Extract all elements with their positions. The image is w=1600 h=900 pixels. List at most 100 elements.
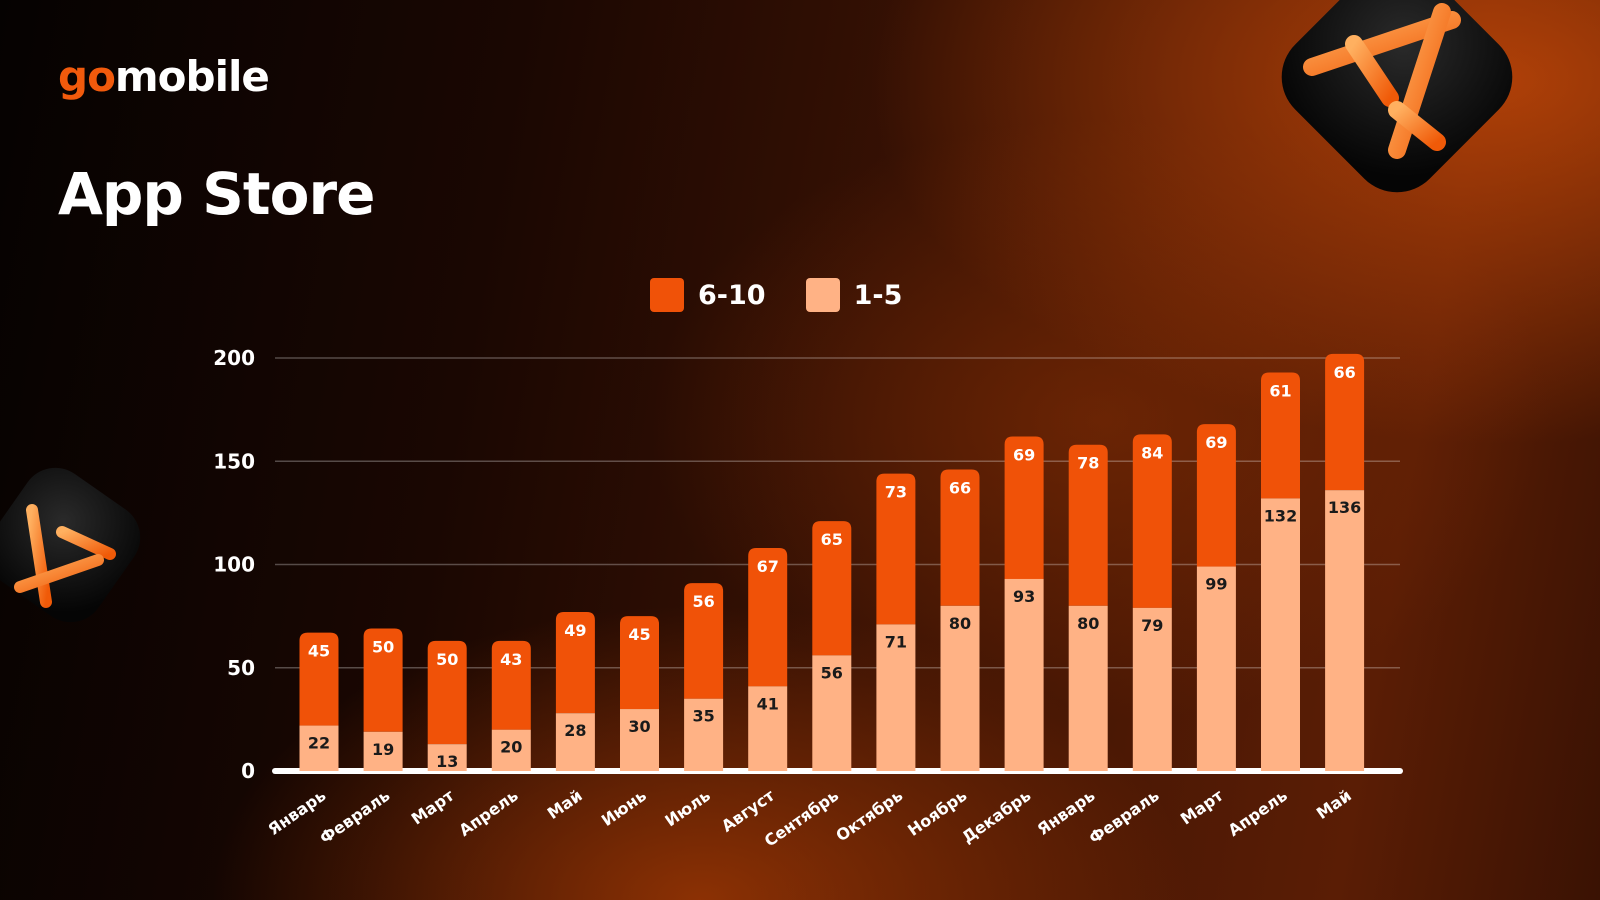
bar-segment-6-10 — [876, 473, 916, 625]
bar-segment-1-5 — [940, 605, 980, 771]
data-label-1-5: 80 — [949, 614, 971, 633]
chart-legend: 6-10 1-5 — [650, 278, 902, 312]
legend-item-6-10: 6-10 — [650, 278, 766, 312]
x-tick-label: Апрель — [1225, 786, 1291, 840]
x-tick-label: Март — [408, 785, 458, 828]
bar-segment-1-5 — [1325, 490, 1365, 771]
y-tick-label: 50 — [227, 656, 255, 680]
app-store-badge-icon — [1281, 0, 1513, 193]
bar-segment-6-10 — [1068, 444, 1108, 606]
bar-segment-1-5 — [1261, 498, 1300, 771]
brand-logo-suffix: mobile — [114, 52, 270, 101]
data-label-6-10: 49 — [564, 621, 586, 640]
bar-segment-6-10 — [491, 640, 531, 730]
data-label-6-10: 56 — [692, 592, 714, 611]
bar-segment-6-10 — [1325, 353, 1365, 491]
data-label-6-10: 45 — [308, 642, 330, 661]
data-label-1-5: 13 — [436, 752, 458, 771]
bar-segment-6-10 — [940, 469, 980, 606]
data-label-6-10: 50 — [436, 650, 458, 669]
bar-segment-6-10 — [620, 616, 659, 710]
y-tick-label: 100 — [213, 553, 255, 577]
data-label-1-5: 71 — [885, 632, 907, 651]
x-tick-label: Июль — [661, 786, 713, 831]
data-label-1-5: 132 — [1264, 506, 1297, 525]
app-store-badge-icon — [0, 467, 141, 623]
bar-segment-6-10 — [299, 632, 339, 726]
data-label-6-10: 61 — [1269, 381, 1291, 400]
bar-segment-1-5 — [555, 713, 595, 771]
x-tick-label: Июнь — [598, 786, 650, 830]
x-tick-label: Май — [1313, 786, 1355, 823]
data-label-6-10: 66 — [949, 479, 971, 498]
data-label-1-5: 35 — [692, 707, 714, 726]
legend-label-6-10: 6-10 — [698, 279, 766, 311]
bar-segment-1-5 — [491, 729, 531, 771]
x-tick-label: Апрель — [455, 786, 521, 840]
bar-segment-6-10 — [684, 583, 724, 699]
legend-label-1-5: 1-5 — [853, 279, 903, 311]
data-label-1-5: 80 — [1077, 614, 1099, 633]
x-tick-label: Октябрь — [832, 786, 906, 846]
data-label-6-10: 67 — [757, 557, 779, 576]
bar-segment-6-10 — [1261, 372, 1300, 499]
data-label-1-5: 56 — [821, 663, 843, 682]
data-label-6-10: 69 — [1205, 433, 1227, 452]
y-tick-label: 150 — [213, 449, 255, 473]
data-label-6-10: 73 — [885, 483, 907, 502]
y-tick-label: 200 — [213, 346, 255, 370]
legend-swatch-1-5 — [805, 278, 840, 312]
bar-segment-6-10 — [427, 640, 467, 745]
bar-segment-1-5 — [299, 725, 339, 771]
bar-segment-1-5 — [876, 624, 916, 771]
bar-segment-1-5 — [427, 744, 467, 771]
legend-item-1-5: 1-5 — [805, 278, 903, 312]
data-label-6-10: 78 — [1077, 454, 1099, 473]
bar-segment-6-10 — [812, 521, 852, 656]
data-label-1-5: 22 — [308, 734, 330, 753]
x-tick-label: Февраль — [316, 786, 393, 848]
bar-segment-6-10 — [1196, 424, 1236, 567]
data-label-1-5: 136 — [1328, 498, 1361, 517]
x-tick-label: Декабрь — [958, 786, 1034, 847]
data-label-1-5: 93 — [1013, 587, 1035, 606]
page-title: App Store — [58, 160, 375, 228]
data-label-1-5: 41 — [757, 694, 779, 713]
bar-segment-1-5 — [1004, 578, 1044, 771]
data-label-6-10: 66 — [1333, 363, 1355, 382]
x-tick-label: Май — [544, 786, 586, 823]
brand-logo-prefix: go — [58, 52, 116, 101]
data-label-1-5: 20 — [500, 738, 522, 757]
data-label-1-5: 79 — [1141, 616, 1163, 635]
bar-segment-1-5 — [620, 709, 659, 771]
bar-segment-1-5 — [1132, 607, 1172, 771]
brand-logo: gomobile — [58, 52, 270, 101]
bar-segment-6-10 — [363, 628, 403, 732]
data-label-6-10: 43 — [500, 650, 522, 669]
data-label-1-5: 19 — [372, 740, 394, 759]
bar-segment-1-5 — [363, 731, 403, 771]
data-label-6-10: 45 — [628, 625, 650, 644]
data-label-1-5: 30 — [628, 717, 650, 736]
bar-segment-1-5 — [1068, 605, 1108, 771]
bar-segment-6-10 — [555, 611, 595, 714]
data-label-6-10: 84 — [1141, 443, 1163, 462]
data-label-6-10: 50 — [372, 638, 394, 657]
bar-segment-6-10 — [1004, 436, 1044, 579]
bar-segment-1-5 — [812, 655, 852, 771]
data-label-1-5: 99 — [1205, 575, 1227, 594]
bar-segment-1-5 — [1196, 566, 1236, 771]
bar-segment-1-5 — [748, 686, 788, 771]
chart-labels: 0501001502004522Январь5019Февраль5013Мар… — [213, 346, 1361, 851]
data-label-1-5: 28 — [564, 721, 586, 740]
legend-swatch-6-10 — [650, 278, 684, 312]
y-tick-label: 0 — [241, 759, 255, 783]
x-tick-label: Февраль — [1085, 786, 1162, 848]
data-label-6-10: 65 — [821, 530, 843, 549]
chart-bars — [299, 353, 1365, 771]
data-label-6-10: 69 — [1013, 445, 1035, 464]
bar-segment-1-5 — [684, 698, 724, 771]
bar-segment-6-10 — [1132, 434, 1172, 608]
bar-segment-6-10 — [748, 547, 788, 687]
